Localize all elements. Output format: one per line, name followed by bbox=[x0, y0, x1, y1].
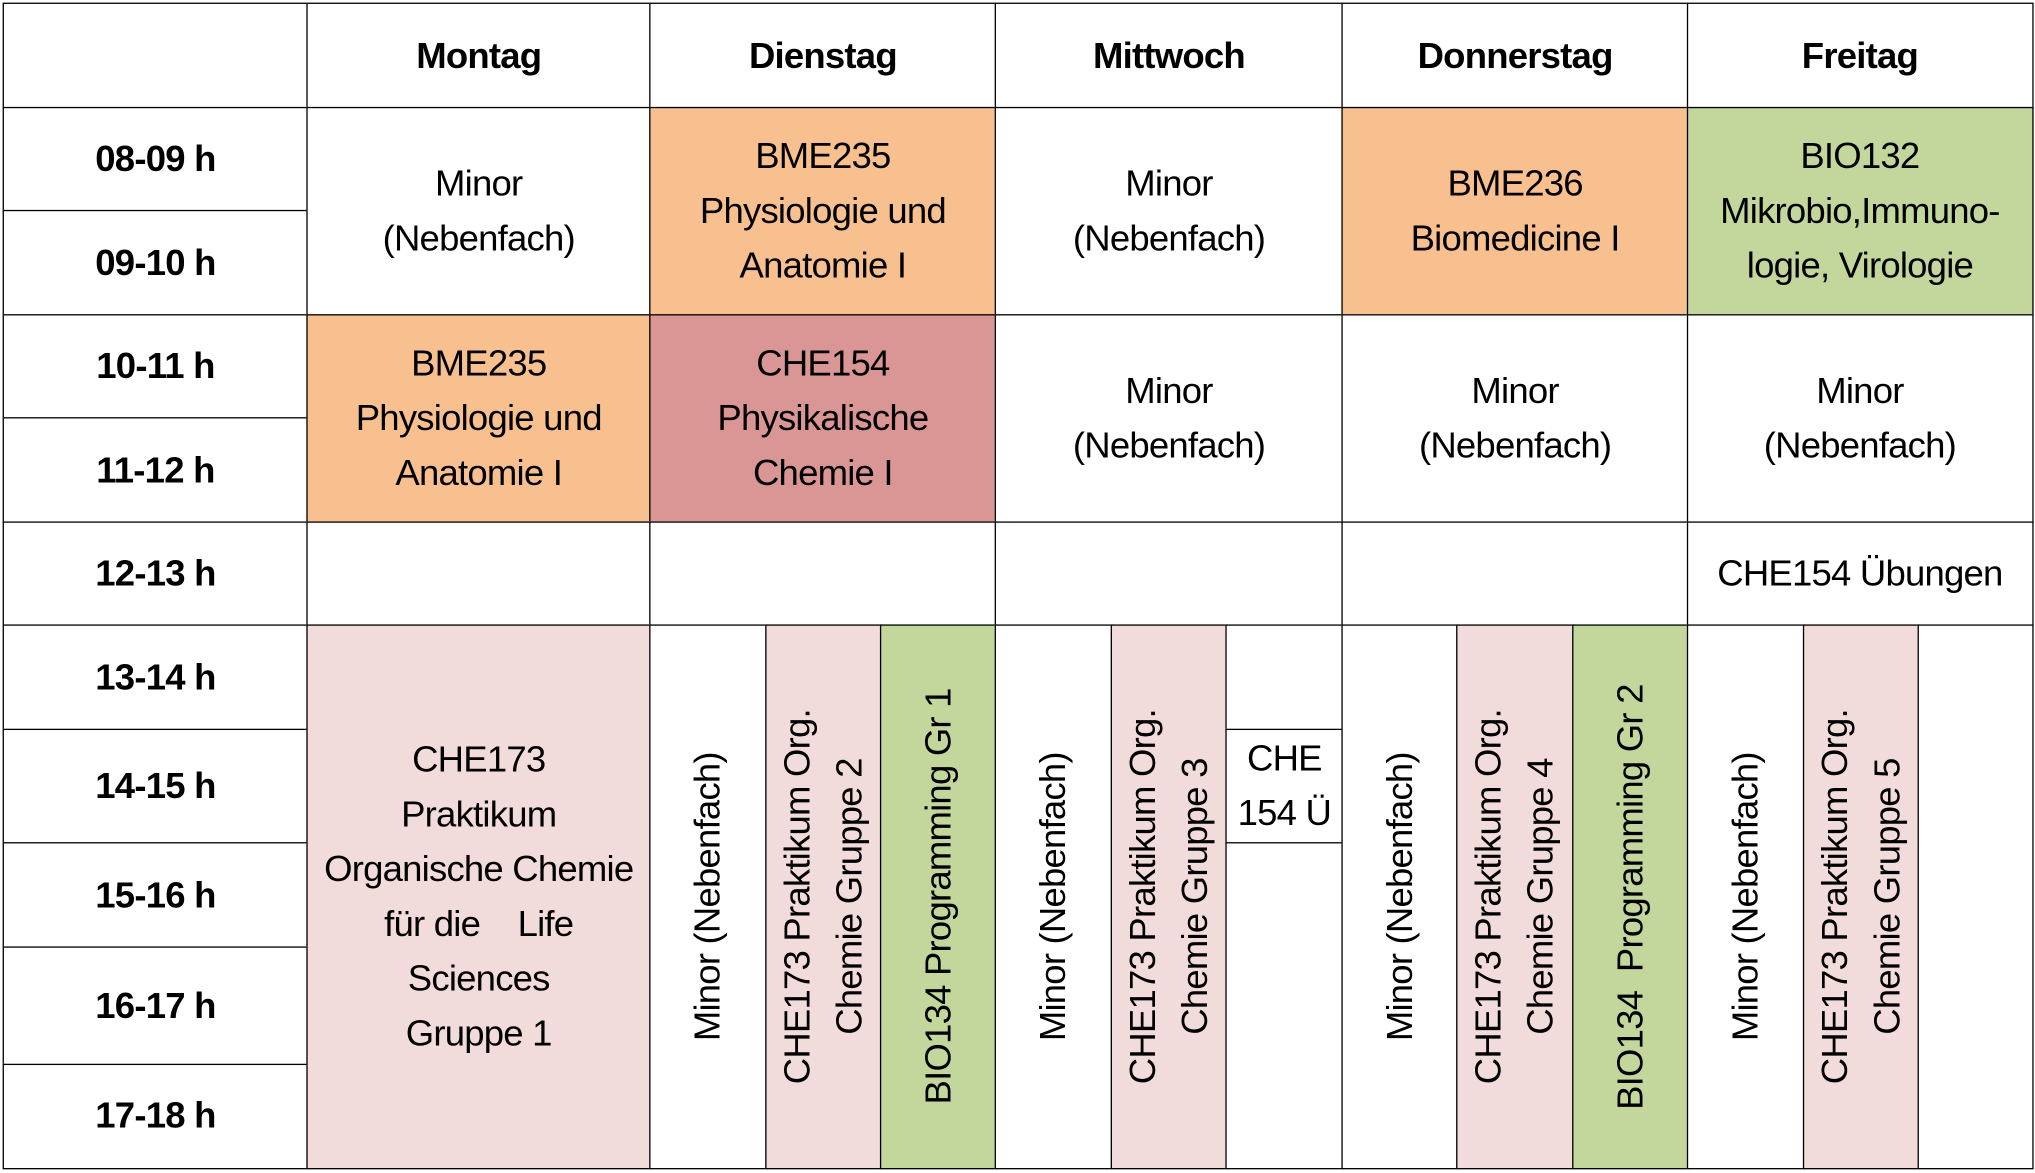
cell-text: BME235 Physiologie und Anatomie I bbox=[699, 135, 947, 286]
course-cell: CHE154 Physikalische Chemie I bbox=[649, 314, 997, 524]
cell-text: 16-17 h bbox=[95, 985, 216, 1026]
time-label: 11-12 h bbox=[2, 417, 309, 524]
course-cell: BME235 Physiologie und Anatomie I bbox=[306, 314, 652, 524]
cell-text: Minor (Nebenfach) bbox=[1072, 370, 1266, 466]
course-cell: CHE173 Praktikum Org. Chemie Gruppe 4 bbox=[1456, 624, 1575, 1169]
day-header: Donnerstag bbox=[1341, 2, 1689, 109]
course-cell: BIO134 Programming Gr 1 bbox=[879, 624, 997, 1169]
time-label: 14-15 h bbox=[2, 728, 309, 845]
time-label: 16-17 h bbox=[2, 946, 309, 1066]
course-cell: BIO134 Programming Gr 2 bbox=[1572, 624, 1689, 1169]
course-cell: Minor (Nebenfach) bbox=[994, 624, 1113, 1169]
empty-cell bbox=[994, 521, 1344, 627]
cell-text: CHE173 Praktikum Org. Chemie Gruppe 4 bbox=[1468, 709, 1561, 1085]
cell-text: Freitag bbox=[1801, 34, 1919, 76]
course-cell: CHE154 Übungen bbox=[1686, 521, 2033, 627]
course-cell: Minor (Nebenfach) bbox=[649, 624, 768, 1169]
time-label: 09-10 h bbox=[2, 209, 309, 317]
cell-text: BME236 Biomedicine I bbox=[1410, 163, 1621, 259]
empty-cell bbox=[649, 521, 997, 627]
cell-text: 09-10 h bbox=[95, 242, 216, 283]
cell-text: 10-11 h bbox=[96, 345, 215, 387]
empty-cell bbox=[1225, 842, 1344, 1169]
course-cell: CHE 154 Ü bbox=[1225, 728, 1344, 845]
cell-text: Minor (Nebenfach) bbox=[1763, 370, 1957, 466]
time-label: 10-11 h bbox=[2, 314, 309, 420]
time-label: 13-14 h bbox=[2, 624, 309, 731]
cell-text: BIO134 Programming Gr 1 bbox=[917, 688, 958, 1105]
empty-cell bbox=[306, 521, 652, 627]
course-cell: Minor (Nebenfach) bbox=[1341, 624, 1459, 1169]
day-header: Montag bbox=[306, 2, 652, 109]
day-header: Dienstag bbox=[649, 2, 997, 109]
cell-text: BIO132 Mikrobio,Immuno- logie, Virologie bbox=[1720, 135, 2000, 286]
cell-text: BIO134 Programming Gr 2 bbox=[1609, 683, 1651, 1110]
cell-text: Donnerstag bbox=[1417, 34, 1614, 76]
course-cell: CHE173 Praktikum Organische Chemie für d… bbox=[306, 624, 652, 1169]
cell-text: CHE 154 Ü bbox=[1237, 738, 1332, 834]
cell-text: Minor (Nebenfach) bbox=[382, 163, 576, 259]
empty-cell bbox=[1917, 624, 2033, 1169]
cell-text: CHE173 Praktikum Organische Chemie für d… bbox=[324, 738, 634, 1053]
cell-text: 14-15 h bbox=[95, 765, 216, 806]
cell-text: 12-13 h bbox=[95, 553, 216, 594]
cell-text: Minor (Nebenfach) bbox=[1418, 370, 1612, 466]
cell-text: Minor (Nebenfach) bbox=[1032, 752, 1074, 1042]
course-cell: Minor (Nebenfach) bbox=[1686, 624, 1805, 1169]
cell-text: 17-18 h bbox=[95, 1095, 216, 1136]
course-cell: Minor (Nebenfach) bbox=[1341, 314, 1689, 524]
cell-text: Dienstag bbox=[748, 34, 898, 76]
course-cell: Minor (Nebenfach) bbox=[1686, 314, 2033, 524]
cell-text: 11-12 h bbox=[96, 449, 215, 490]
course-cell: CHE173 Praktikum Org. Chemie Gruppe 3 bbox=[1110, 624, 1228, 1169]
cell-text: BME235 Physiologie und Anatomie I bbox=[355, 343, 603, 494]
empty-cell bbox=[1341, 521, 1689, 627]
corner-cell bbox=[2, 2, 309, 109]
course-cell: CHE173 Praktikum Org. Chemie Gruppe 2 bbox=[765, 624, 882, 1169]
cell-text: Montag bbox=[416, 34, 542, 76]
cell-text: 15-16 h bbox=[95, 874, 216, 915]
cell-text: Mittwoch bbox=[1093, 34, 1246, 76]
course-cell: CHE173 Praktikum Org. Chemie Gruppe 5 bbox=[1802, 624, 1920, 1169]
course-cell: BME235 Physiologie und Anatomie I bbox=[649, 106, 997, 317]
cell-text: Minor (Nebenfach) bbox=[1072, 163, 1266, 259]
course-cell: Minor (Nebenfach) bbox=[306, 106, 652, 317]
cell-text: 13-14 h bbox=[95, 656, 216, 698]
time-label: 12-13 h bbox=[2, 521, 309, 627]
course-cell: Minor (Nebenfach) bbox=[994, 314, 1344, 524]
cell-text: CHE154 Physikalische Chemie I bbox=[717, 343, 929, 494]
day-header: Freitag bbox=[1686, 2, 2033, 109]
empty-cell bbox=[1225, 624, 1344, 731]
time-label: 15-16 h bbox=[2, 842, 309, 949]
cell-text: Minor (Nebenfach) bbox=[687, 752, 728, 1042]
cell-text: 08-09 h bbox=[95, 138, 216, 179]
cell-text: CHE173 Praktikum Org. Chemie Gruppe 3 bbox=[1122, 709, 1215, 1085]
cell-text: CHE154 Übungen bbox=[1717, 553, 2003, 594]
course-cell: BIO132 Mikrobio,Immuno- logie, Virologie bbox=[1686, 106, 2033, 317]
time-label: 08-09 h bbox=[2, 106, 309, 212]
cell-text: CHE173 Praktikum Org. Chemie Gruppe 5 bbox=[1814, 709, 1907, 1085]
course-cell: BME236 Biomedicine I bbox=[1341, 106, 1689, 317]
course-cell: Minor (Nebenfach) bbox=[994, 106, 1344, 317]
cell-text: CHE173 Praktikum Org. Chemie Gruppe 2 bbox=[776, 709, 870, 1085]
cell-text: Minor (Nebenfach) bbox=[1724, 752, 1766, 1042]
cell-text: Minor (Nebenfach) bbox=[1378, 752, 1420, 1042]
day-header: Mittwoch bbox=[994, 2, 1344, 109]
time-label: 17-18 h bbox=[2, 1063, 309, 1169]
